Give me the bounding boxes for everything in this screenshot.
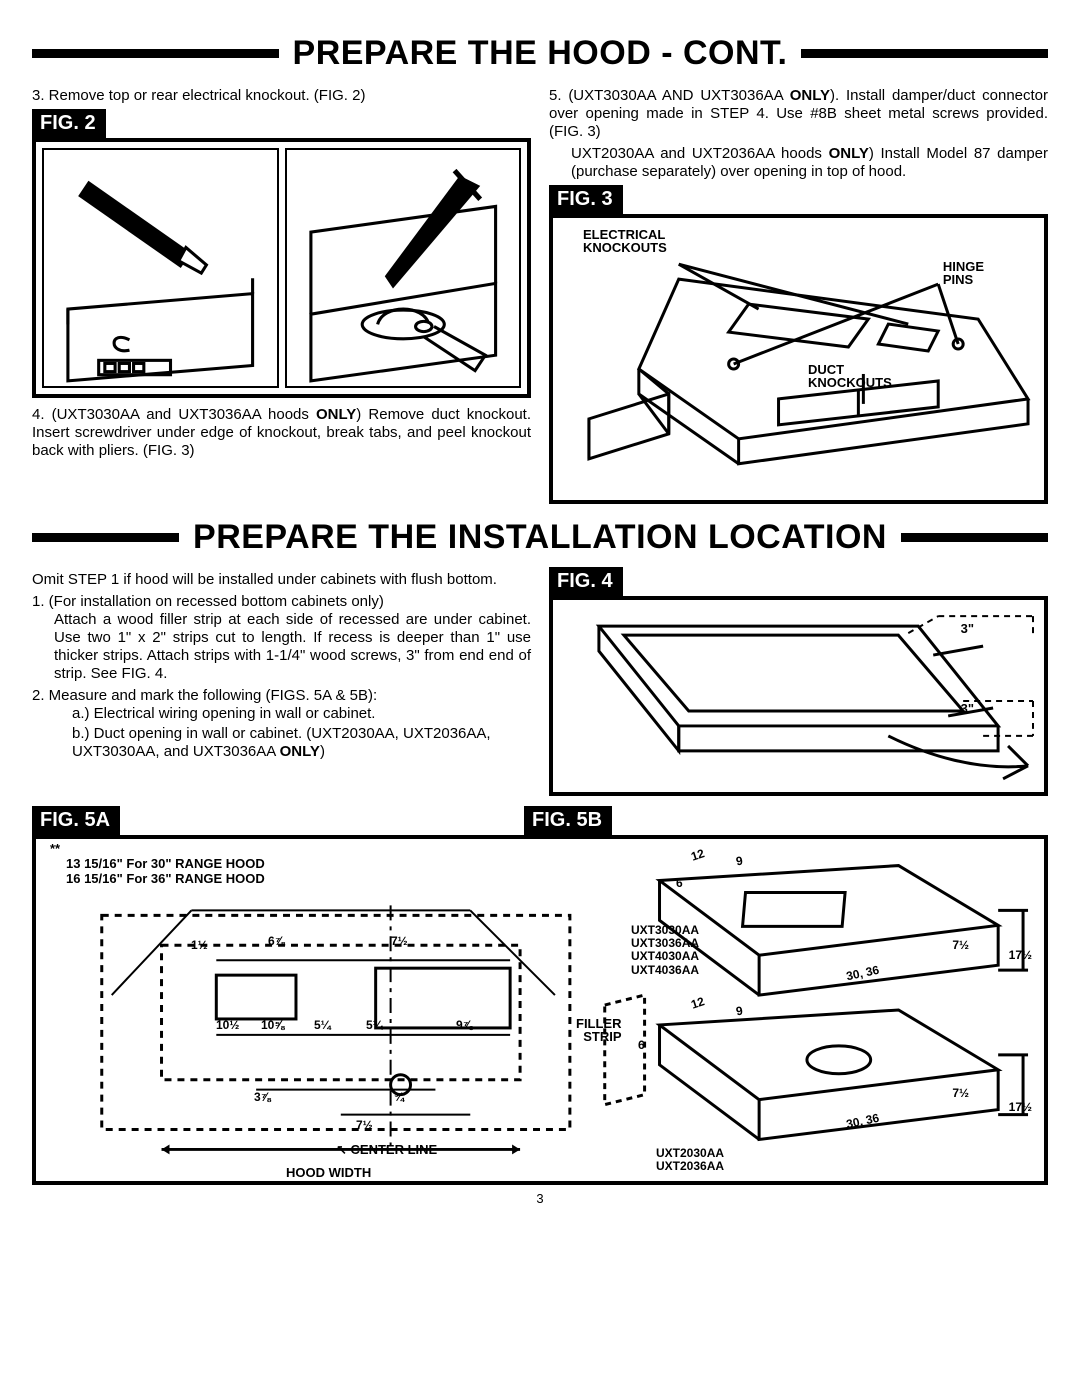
fig3-hinge-label: HINGE PINS	[943, 260, 984, 286]
s5o1: ONLY	[790, 87, 830, 104]
d-6a: 6	[676, 877, 683, 889]
fig5b-label: FIG. 5B	[524, 806, 612, 835]
fig5-note36: 16 15/16" For 36" RANGE HOOD	[66, 872, 265, 885]
fig4-dim2: 3"	[961, 702, 974, 715]
d-9a: 9	[735, 855, 744, 868]
section1-title: PREPARE THE HOOD - CONT.	[293, 34, 788, 73]
s22bo: ONLY	[280, 743, 320, 760]
step2-2a: a.) Electrical wiring opening in wall or…	[32, 705, 531, 723]
d-978: 9⅞	[456, 1019, 473, 1031]
section1-right-col: 5. (UXT3030AA AND UXT3036AA ONLY). Insta…	[549, 83, 1048, 504]
fig3-wrap: FIG. 3	[549, 185, 1048, 504]
step-3: 3. Remove top or rear electrical knockou…	[32, 87, 531, 105]
step2-1a: 1. (For installation on recessed bottom …	[32, 593, 531, 611]
section2-title-row: PREPARE THE INSTALLATION LOCATION	[32, 518, 1048, 557]
page-number: 3	[32, 1191, 1048, 1206]
fig2-label: FIG. 2	[32, 109, 106, 138]
d-1058: 10⅝	[261, 1019, 284, 1031]
fig2-panel-left	[42, 148, 279, 388]
section1-title-row: PREPARE THE HOOD - CONT.	[32, 34, 1048, 73]
d-6b: 6	[638, 1039, 645, 1051]
fig3-box: ELECTRICAL KNOCKOUTS HINGE PINS DUCT KNO…	[549, 214, 1048, 504]
title-bar-right	[801, 49, 1048, 58]
cl-txt: CENTER LINE	[351, 1142, 438, 1157]
step2-2: 2. Measure and mark the following (FIGS.…	[32, 687, 531, 705]
fig5a-label: FIG. 5A	[32, 806, 120, 835]
title-bar-left	[32, 49, 279, 58]
step-5-cont: UXT2030AA and UXT2036AA hoods ONLY) Inst…	[549, 145, 1048, 181]
models-bot: UXT2030AA UXT2036AA	[656, 1147, 724, 1173]
page-root: PREPARE THE HOOD - CONT. 3. Remove top o…	[0, 0, 1080, 1216]
step2-1b: Attach a wood filler strip at each side …	[32, 611, 531, 683]
fig4-label: FIG. 4	[549, 567, 623, 596]
d-175a: 17½	[1009, 949, 1032, 961]
hoodwidth-label: HOOD WIDTH	[286, 1166, 371, 1179]
section1-left-col: 3. Remove top or rear electrical knockou…	[32, 83, 531, 504]
fig2-wrap: FIG. 2	[32, 109, 531, 398]
fig5-aster: **	[50, 842, 60, 855]
section1-columns: 3. Remove top or rear electrical knockou…	[32, 83, 1048, 504]
d-1012: 10½	[216, 1019, 239, 1031]
fig4-box: 3" 3"	[549, 596, 1048, 796]
s22bb: )	[320, 743, 325, 760]
step2-2b: b.) Duct opening in wall or cabinet. (UX…	[32, 725, 531, 761]
section2-title: PREPARE THE INSTALLATION LOCATION	[193, 518, 887, 557]
fig2-box	[32, 138, 531, 398]
step4-only: ONLY	[316, 406, 356, 423]
d-712b: 7½	[356, 1119, 373, 1131]
fig3-electrical-label: ELECTRICAL KNOCKOUTS	[583, 228, 667, 254]
d-514b: 5¼	[366, 1019, 383, 1031]
fig5-box: ** 13 15/16" For 30" RANGE HOOD 16 15/16…	[32, 835, 1048, 1185]
filler-strip-label: FILLER STRIP	[576, 1017, 622, 1043]
section2-columns: Omit STEP 1 if hood will be installed un…	[32, 567, 1048, 796]
d-9b: 9	[735, 1005, 744, 1018]
models-top: UXT3030AA UXT3036AA UXT4030AA UXT4036AA	[631, 924, 699, 977]
d-75b: 7½	[952, 1087, 969, 1099]
step-4: 4. (UXT3030AA and UXT3036AA hoods ONLY) …	[32, 406, 531, 460]
title-bar-left-2	[32, 533, 179, 542]
fig5-svg	[42, 845, 1038, 1175]
fig2-panel-right-svg	[287, 150, 520, 386]
fig4-dim1: 3"	[961, 622, 974, 635]
fig2-panel-right	[285, 148, 522, 388]
d-75a: 7½	[952, 939, 969, 951]
centerline-label: ↖ CENTER LINE	[336, 1143, 437, 1156]
title-bar-right-2	[901, 533, 1048, 542]
d-1-5: 1½	[191, 939, 208, 951]
d-34: ¾	[394, 1091, 404, 1103]
fig2-panel-left-svg	[44, 150, 277, 386]
s5c: UXT2030AA and UXT2036AA hoods	[571, 145, 829, 162]
fig3-label: FIG. 3	[549, 185, 623, 214]
fig5-labels-row: FIG. 5A FIG. 5B	[32, 806, 1048, 835]
section2-left-col: Omit STEP 1 if hood will be installed un…	[32, 567, 531, 796]
d-678: 6⅞	[268, 935, 285, 947]
fig5-note30: 13 15/16" For 30" RANGE HOOD	[66, 857, 265, 870]
s5o2: ONLY	[829, 145, 869, 162]
step-5: 5. (UXT3030AA AND UXT3036AA ONLY). Insta…	[549, 87, 1048, 141]
fig3-duct-label: DUCT KNOCKOUTS	[808, 363, 892, 389]
d-175b: 17½	[1009, 1101, 1032, 1113]
fig5-wrap: FIG. 5A FIG. 5B	[32, 806, 1048, 1185]
d-514a: 5¼	[314, 1019, 331, 1031]
s5a: 5. (UXT3030AA AND UXT3036AA	[549, 87, 790, 104]
omit-note: Omit STEP 1 if hood will be installed un…	[32, 571, 531, 589]
d-712: 7½	[391, 935, 408, 947]
d-378: 3⅞	[254, 1091, 271, 1103]
section2-right-col: FIG. 4 3" 3"	[549, 567, 1048, 796]
step4-a: 4. (UXT3030AA and UXT3036AA hoods	[32, 406, 316, 423]
